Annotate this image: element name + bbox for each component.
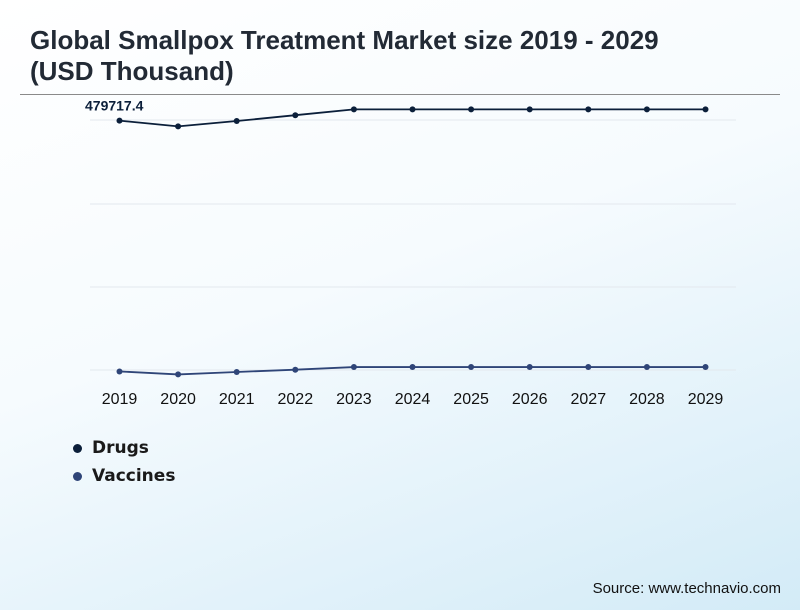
- source-note: Source: www.technavio.com: [592, 580, 781, 597]
- data-label-drugs-2019: 479717.4: [85, 98, 144, 114]
- legend: Drugs Vaccines: [73, 434, 175, 490]
- data-point-vaccines-2025: [468, 364, 475, 371]
- data-point-vaccines-2023: [350, 364, 357, 371]
- x-tick-label-2023: 2023: [336, 391, 372, 408]
- legend-marker-vaccines: [73, 471, 82, 481]
- data-point-vaccines-2022: [292, 366, 299, 373]
- x-tick-label-2021: 2021: [219, 391, 255, 408]
- x-tick-label-2024: 2024: [395, 391, 431, 408]
- title-divider: [20, 94, 780, 95]
- data-point-drugs-2026: [526, 106, 533, 113]
- data-point-vaccines-2029: [702, 364, 709, 371]
- data-point-vaccines-2019: [116, 368, 123, 375]
- chart-title: Global Smallpox Treatment Market size 20…: [30, 25, 659, 86]
- data-point-drugs-2022: [292, 112, 299, 119]
- data-point-vaccines-2026: [526, 364, 533, 371]
- data-point-drugs-2024: [409, 106, 416, 113]
- x-tick-label-2025: 2025: [453, 391, 489, 408]
- data-point-drugs-2021: [233, 118, 240, 125]
- x-tick-label-2026: 2026: [512, 391, 548, 408]
- data-point-vaccines-2028: [643, 364, 650, 371]
- x-tick-label-2022: 2022: [278, 391, 314, 408]
- legend-item-drugs[interactable]: Drugs: [73, 434, 175, 462]
- x-tick-label-2029: 2029: [688, 391, 724, 408]
- data-point-vaccines-2024: [409, 364, 416, 371]
- data-point-drugs-2019: [116, 117, 123, 124]
- legend-label-drugs: Drugs: [92, 438, 149, 458]
- legend-label-vaccines: Vaccines: [92, 466, 176, 486]
- data-point-vaccines-2027: [585, 364, 592, 371]
- data-point-drugs-2027: [585, 106, 592, 113]
- x-tick-label-2027: 2027: [571, 391, 607, 408]
- data-point-vaccines-2020: [175, 371, 182, 378]
- data-point-drugs-2025: [468, 106, 475, 113]
- data-point-drugs-2028: [643, 106, 650, 113]
- x-tick-label-2020: 2020: [160, 391, 196, 408]
- data-point-drugs-2020: [175, 123, 182, 130]
- x-tick-label-2028: 2028: [629, 391, 665, 408]
- legend-item-vaccines[interactable]: Vaccines: [73, 462, 175, 490]
- data-point-drugs-2029: [702, 106, 709, 113]
- data-point-vaccines-2021: [233, 368, 240, 375]
- legend-marker-drugs: [73, 443, 82, 453]
- x-tick-label-2019: 2019: [102, 391, 138, 408]
- data-point-drugs-2023: [350, 106, 357, 113]
